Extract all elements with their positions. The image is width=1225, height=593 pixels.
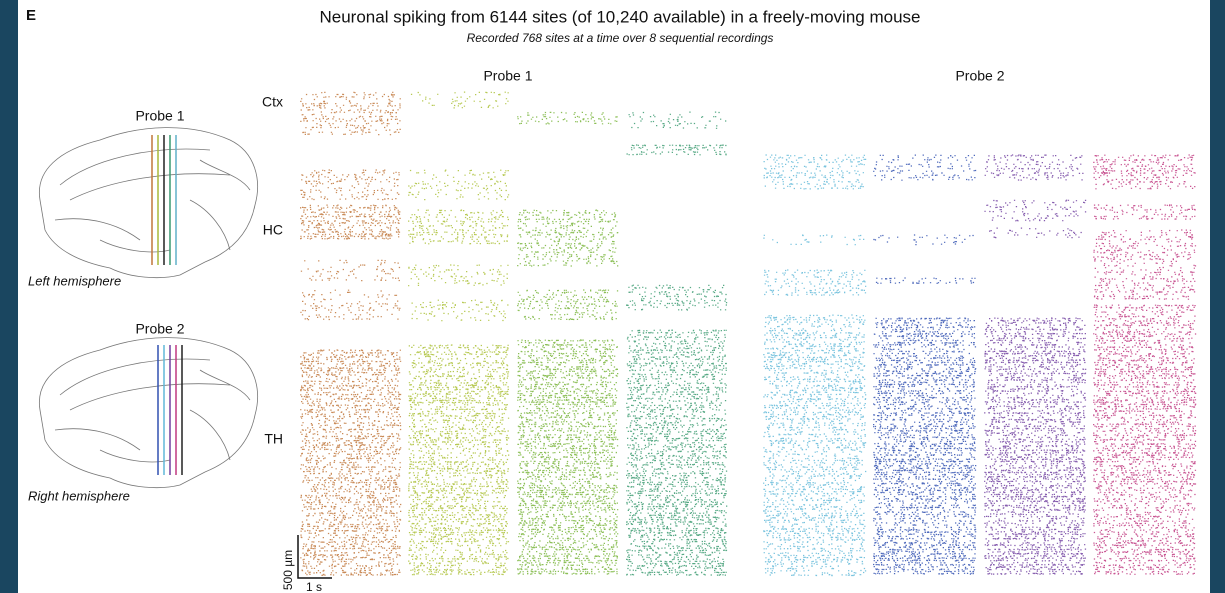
spike-raster <box>408 344 510 576</box>
spike-raster <box>300 349 402 576</box>
title: Neuronal spiking from 6144 sites (of 10,… <box>320 7 921 26</box>
subtitle: Recorded 768 sites at a time over 8 sequ… <box>467 31 774 45</box>
spike-raster <box>875 277 976 284</box>
scale-bar <box>297 535 332 579</box>
panel-background <box>18 0 1210 593</box>
spike-raster <box>763 234 865 246</box>
probe-header: Probe 1 <box>483 68 532 84</box>
spike-raster <box>300 169 400 201</box>
raster-group <box>300 91 1197 577</box>
region-label: HC <box>263 222 283 238</box>
spike-raster <box>873 154 977 181</box>
probe-header: Probe 2 <box>955 68 1004 84</box>
spike-raster <box>763 154 867 190</box>
spike-raster <box>1093 229 1197 300</box>
spike-raster <box>763 314 867 577</box>
spike-raster <box>300 259 401 282</box>
spike-raster <box>1093 204 1196 220</box>
spike-raster <box>763 269 867 296</box>
spike-raster <box>1093 304 1197 575</box>
diagram-label: Probe 1 <box>135 108 184 124</box>
spike-raster <box>517 339 619 575</box>
spike-raster <box>517 289 619 321</box>
diagram-label: Right hemisphere <box>28 488 130 503</box>
diagram-label: Left hemisphere <box>28 273 121 288</box>
spike-raster <box>411 299 509 322</box>
brain-diagram <box>38 337 258 489</box>
spike-raster <box>300 91 401 136</box>
spike-raster <box>984 199 1087 222</box>
spike-raster <box>628 111 727 129</box>
spike-raster <box>408 169 510 201</box>
spike-raster <box>408 264 509 287</box>
spike-raster <box>626 144 727 156</box>
spike-raster <box>517 209 619 267</box>
spike-raster <box>989 227 1082 239</box>
spike-raster <box>984 154 1084 181</box>
scale-label: 1 s <box>306 580 322 593</box>
spike-raster <box>873 317 977 575</box>
spike-raster <box>517 111 618 125</box>
spike-raster <box>300 204 401 240</box>
panel-label: E <box>26 7 36 24</box>
spike-raster <box>410 91 509 109</box>
region-label: TH <box>264 431 283 447</box>
spike-raster <box>1093 154 1196 190</box>
scale-label: 500 µm <box>281 550 295 590</box>
spike-raster <box>408 209 509 245</box>
spike-raster <box>626 284 728 311</box>
spike-raster <box>873 234 974 246</box>
diagram-label: Probe 2 <box>135 321 184 337</box>
spike-raster <box>984 317 1087 575</box>
spike-raster <box>300 289 401 321</box>
region-label: Ctx <box>262 94 283 110</box>
spike-raster <box>626 329 728 576</box>
brain-diagram <box>38 127 258 279</box>
